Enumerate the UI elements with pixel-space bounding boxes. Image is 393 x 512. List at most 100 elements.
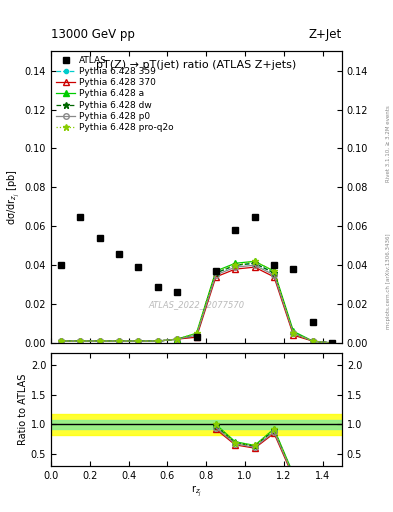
Pythia 6.428 p0 <box>175 336 180 342</box>
ATLAS <box>252 214 257 220</box>
Pythia 6.428 p0 <box>252 262 257 268</box>
Line: Pythia 6.428 a: Pythia 6.428 a <box>58 259 335 346</box>
Pythia 6.428 pro-q2o <box>175 336 180 342</box>
Line: Pythia 6.428 dw: Pythia 6.428 dw <box>57 260 336 347</box>
Text: mcplots.cern.ch [arXiv:1306.3436]: mcplots.cern.ch [arXiv:1306.3436] <box>386 234 391 329</box>
Pythia 6.428 p0 <box>233 264 238 270</box>
Pythia 6.428 pro-q2o <box>252 258 257 264</box>
Y-axis label: Ratio to ATLAS: Ratio to ATLAS <box>18 374 28 445</box>
Pythia 6.428 pro-q2o <box>194 330 199 336</box>
Pythia 6.428 dw <box>291 330 296 336</box>
Pythia 6.428 359 <box>194 332 199 338</box>
Pythia 6.428 p0 <box>272 272 276 278</box>
Pythia 6.428 p0 <box>194 332 199 338</box>
Pythia 6.428 dw <box>78 338 83 344</box>
Pythia 6.428 p0 <box>97 338 102 344</box>
Text: pT(Z) → pT(jet) ratio (ATLAS Z+jets): pT(Z) → pT(jet) ratio (ATLAS Z+jets) <box>96 60 297 70</box>
ATLAS <box>310 318 315 325</box>
Pythia 6.428 pro-q2o <box>291 330 296 336</box>
Line: Pythia 6.428 p0: Pythia 6.428 p0 <box>58 263 335 346</box>
ATLAS <box>291 266 296 272</box>
Pythia 6.428 359 <box>117 338 121 344</box>
Pythia 6.428 p0 <box>136 338 141 344</box>
Text: 13000 GeV pp: 13000 GeV pp <box>51 28 135 41</box>
Pythia 6.428 dw <box>117 338 121 344</box>
Pythia 6.428 p0 <box>291 330 296 336</box>
Pythia 6.428 a <box>272 268 276 274</box>
Pythia 6.428 359 <box>252 260 257 266</box>
Pythia 6.428 370 <box>310 338 315 344</box>
Pythia 6.428 359 <box>97 338 102 344</box>
Pythia 6.428 a <box>155 338 160 344</box>
Pythia 6.428 370 <box>136 338 141 344</box>
Pythia 6.428 359 <box>310 338 315 344</box>
Pythia 6.428 370 <box>117 338 121 344</box>
Pythia 6.428 a <box>291 328 296 334</box>
Pythia 6.428 359 <box>330 340 334 346</box>
Pythia 6.428 pro-q2o <box>155 338 160 344</box>
Pythia 6.428 370 <box>97 338 102 344</box>
ATLAS <box>59 262 63 268</box>
Pythia 6.428 dw <box>97 338 102 344</box>
Line: Pythia 6.428 359: Pythia 6.428 359 <box>59 261 334 345</box>
Y-axis label: dσ/dr$_{z_j}$ [pb]: dσ/dr$_{z_j}$ [pb] <box>6 169 22 225</box>
Pythia 6.428 370 <box>272 274 276 280</box>
Text: ATLAS_2022_I2077570: ATLAS_2022_I2077570 <box>149 301 244 310</box>
Pythia 6.428 a <box>59 338 63 344</box>
Pythia 6.428 370 <box>213 274 218 280</box>
Pythia 6.428 p0 <box>155 338 160 344</box>
Pythia 6.428 dw <box>155 338 160 344</box>
Line: Pythia 6.428 pro-q2o: Pythia 6.428 pro-q2o <box>57 258 336 347</box>
Pythia 6.428 370 <box>330 340 334 346</box>
Pythia 6.428 dw <box>310 338 315 344</box>
Pythia 6.428 p0 <box>310 338 315 344</box>
Line: ATLAS: ATLAS <box>58 214 335 346</box>
ATLAS <box>97 235 102 241</box>
Pythia 6.428 370 <box>291 332 296 338</box>
Pythia 6.428 p0 <box>117 338 121 344</box>
Pythia 6.428 dw <box>233 262 238 268</box>
ATLAS <box>136 264 141 270</box>
Pythia 6.428 pro-q2o <box>78 338 83 344</box>
Pythia 6.428 359 <box>213 270 218 276</box>
Pythia 6.428 dw <box>194 332 199 338</box>
ATLAS <box>213 268 218 274</box>
Pythia 6.428 359 <box>291 330 296 336</box>
Pythia 6.428 a <box>117 338 121 344</box>
Pythia 6.428 pro-q2o <box>97 338 102 344</box>
Pythia 6.428 a <box>136 338 141 344</box>
Pythia 6.428 p0 <box>59 338 63 344</box>
Pythia 6.428 a <box>97 338 102 344</box>
Pythia 6.428 pro-q2o <box>59 338 63 344</box>
Pythia 6.428 a <box>194 330 199 336</box>
ATLAS <box>78 214 83 220</box>
Pythia 6.428 359 <box>59 338 63 344</box>
Pythia 6.428 370 <box>233 266 238 272</box>
Pythia 6.428 a <box>78 338 83 344</box>
Pythia 6.428 370 <box>175 336 180 342</box>
Pythia 6.428 370 <box>155 338 160 344</box>
ATLAS <box>272 262 276 268</box>
Text: Z+Jet: Z+Jet <box>309 28 342 41</box>
Line: Pythia 6.428 370: Pythia 6.428 370 <box>58 264 335 346</box>
Pythia 6.428 a <box>233 260 238 266</box>
Pythia 6.428 359 <box>233 262 238 268</box>
Pythia 6.428 359 <box>272 270 276 276</box>
ATLAS <box>194 334 199 340</box>
Pythia 6.428 pro-q2o <box>330 340 334 346</box>
Pythia 6.428 p0 <box>213 272 218 278</box>
X-axis label: r$_{z_j}$: r$_{z_j}$ <box>191 483 202 499</box>
ATLAS <box>155 284 160 290</box>
Pythia 6.428 dw <box>330 340 334 346</box>
Pythia 6.428 pro-q2o <box>136 338 141 344</box>
Pythia 6.428 pro-q2o <box>117 338 121 344</box>
Pythia 6.428 dw <box>213 270 218 276</box>
Pythia 6.428 pro-q2o <box>213 268 218 274</box>
Pythia 6.428 370 <box>194 334 199 340</box>
Pythia 6.428 dw <box>136 338 141 344</box>
Pythia 6.428 pro-q2o <box>233 262 238 268</box>
Pythia 6.428 a <box>330 340 334 346</box>
Pythia 6.428 p0 <box>330 340 334 346</box>
Pythia 6.428 359 <box>136 338 141 344</box>
ATLAS <box>117 250 121 257</box>
